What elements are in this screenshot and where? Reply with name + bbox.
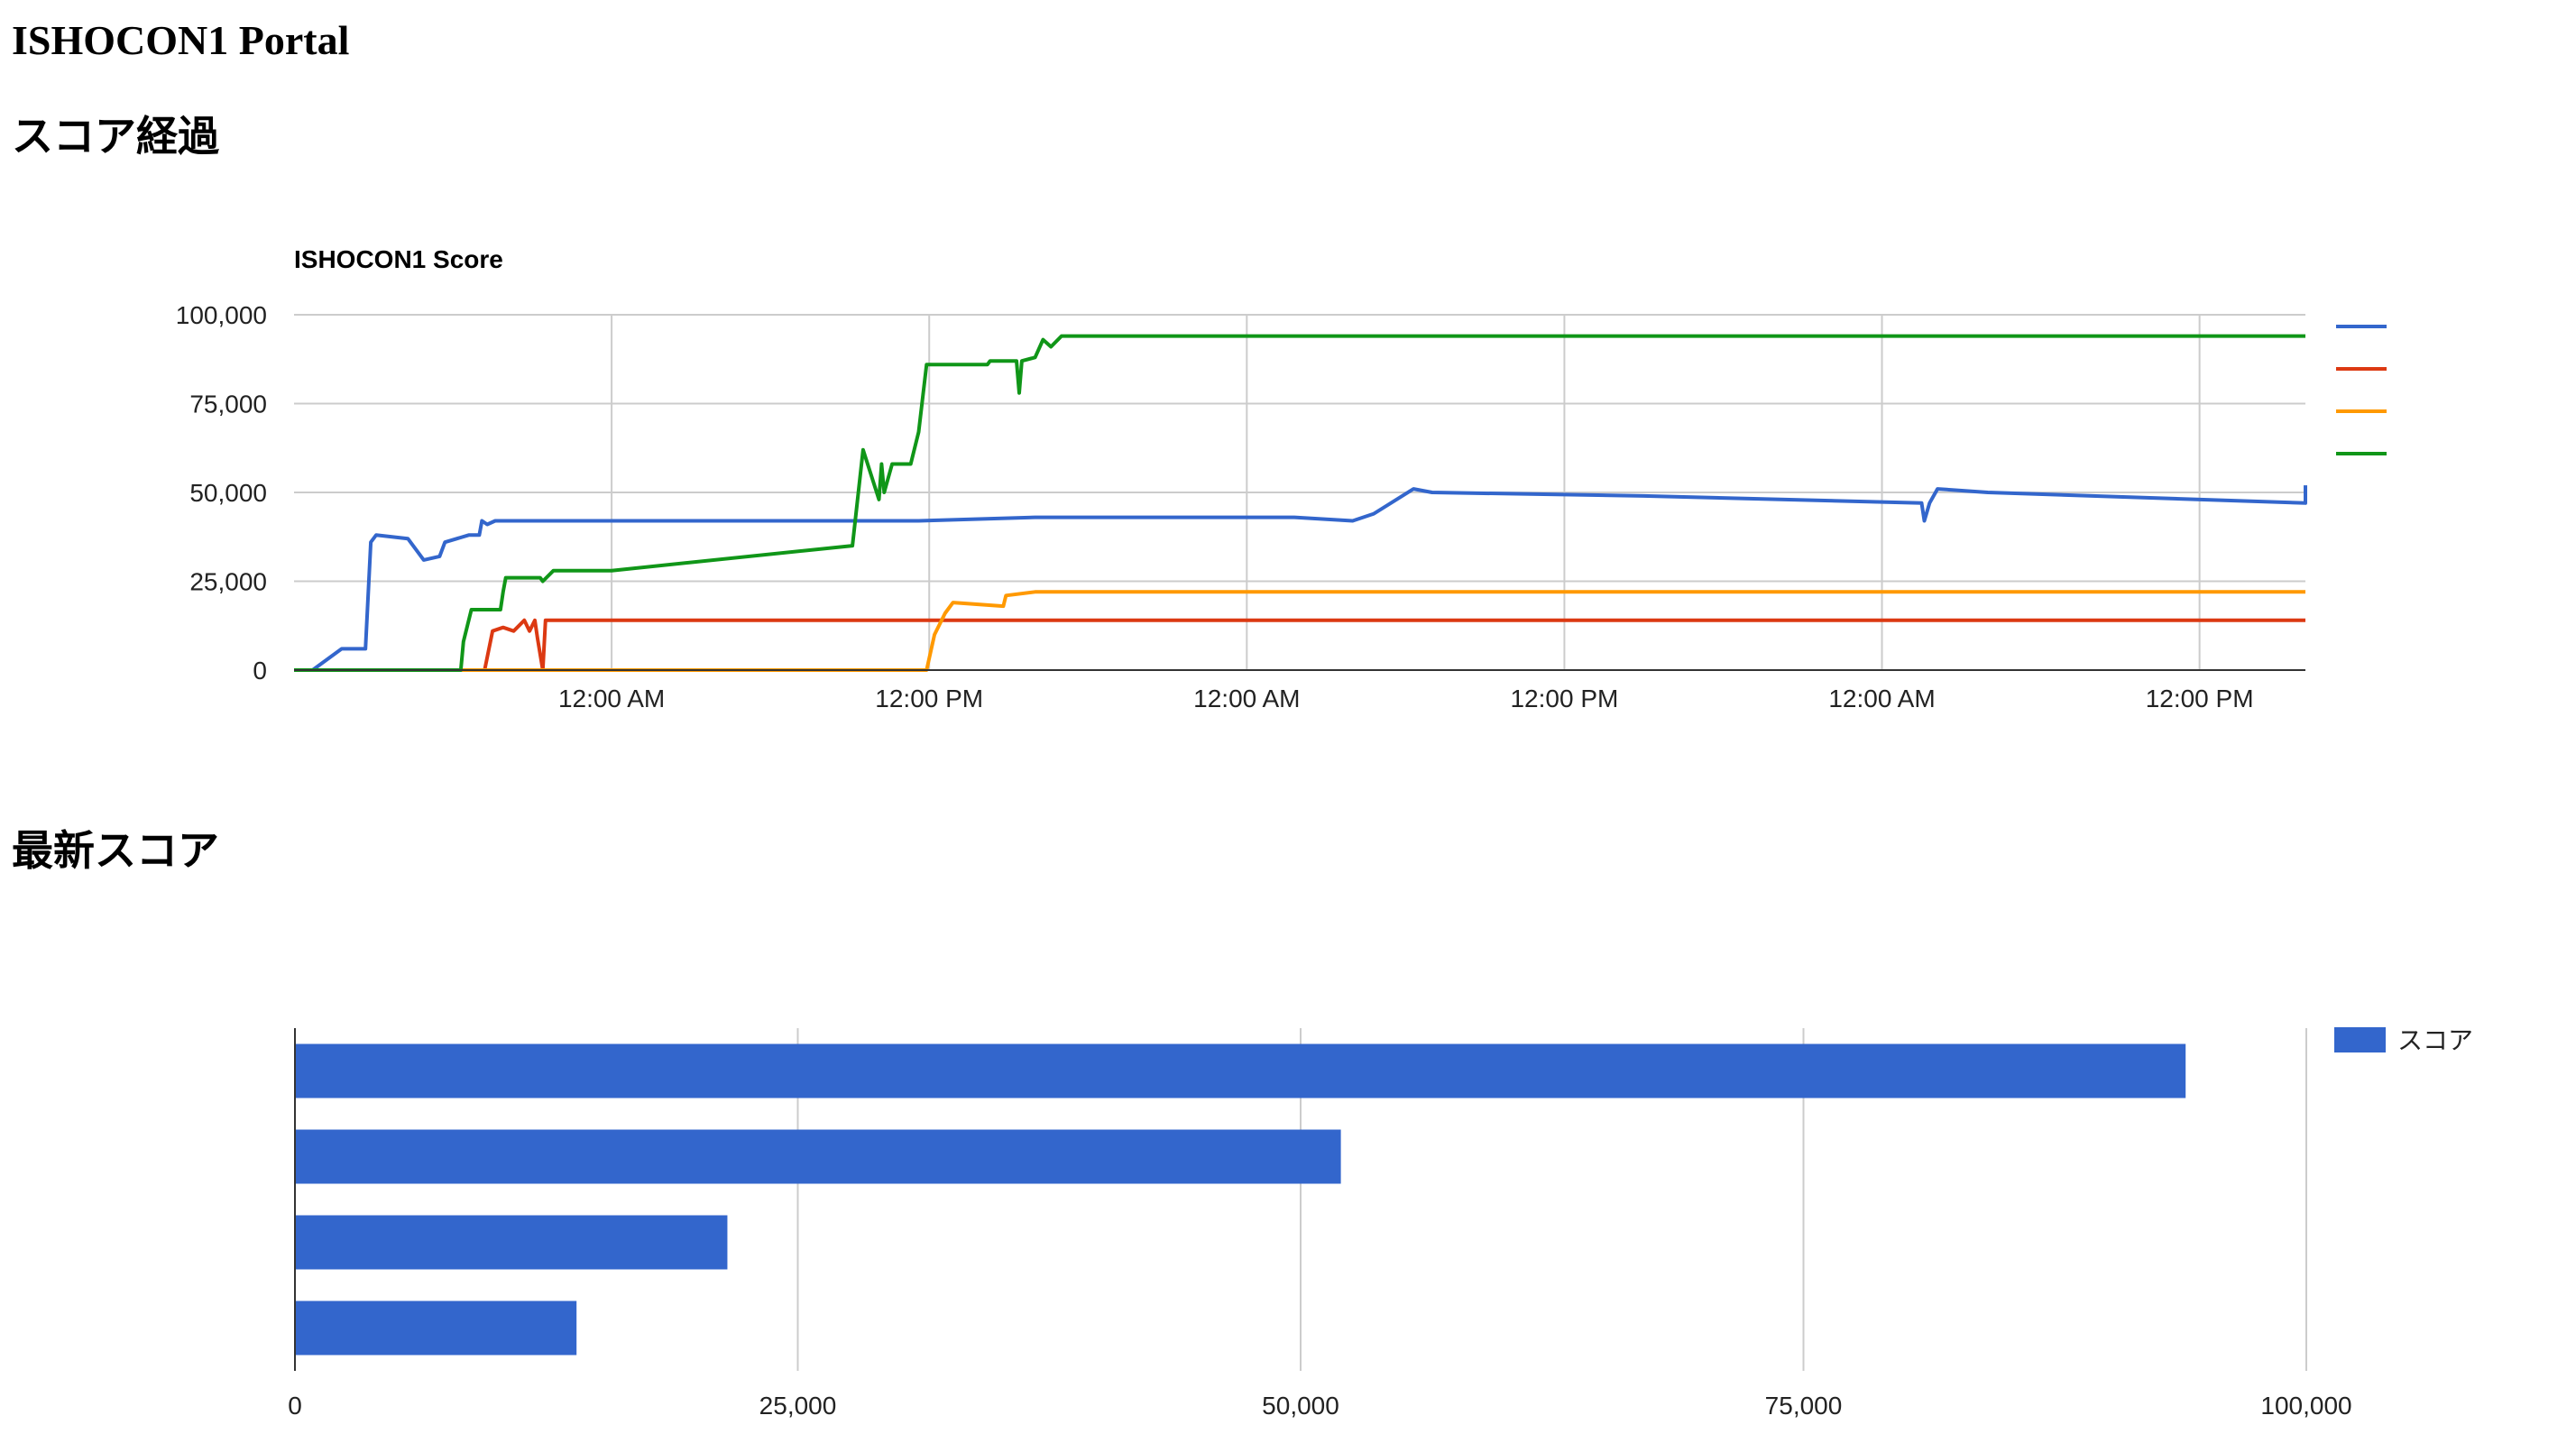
page-title: ISHOCON1 Portal <box>12 17 350 63</box>
x-tick-label: 100,000 <box>2260 1392 2351 1420</box>
chart-title: ISHOCON1 Score <box>294 245 503 273</box>
series-line-3 <box>294 590 2305 672</box>
x-tick-label: 12:00 PM <box>875 685 983 712</box>
y-tick-label: 50,000 <box>189 479 267 507</box>
x-tick-label: 12:00 PM <box>1510 685 1618 712</box>
y-tick-label: 100,000 <box>176 301 267 329</box>
latest-score-chart: 0 25,000 50,000 75,000 100,000 スコア <box>288 1025 2473 1420</box>
legend-label: スコア <box>2397 1025 2473 1055</box>
x-tick-label: 12:00 AM <box>1828 685 1935 712</box>
series-line-2 <box>468 618 2305 672</box>
score-bar-1 <box>295 1043 2186 1098</box>
x-tick-label: 0 <box>288 1392 302 1420</box>
score-history-chart: ISHOCON1 Score 0 25,000 50,000 75,000 100,00… <box>176 245 2387 712</box>
y-tick-label: 75,000 <box>189 391 267 418</box>
x-tick-label: 25,000 <box>759 1392 837 1420</box>
x-tick-label: 12:00 PM <box>2146 685 2254 712</box>
score-bar-2 <box>295 1129 1341 1184</box>
latest-score-heading: 最新スコア <box>12 826 219 875</box>
y-tick-label: 0 <box>253 657 267 685</box>
score-bar-3 <box>295 1215 728 1270</box>
x-tick-label: 12:00 AM <box>558 685 665 712</box>
y-tick-label: 25,000 <box>189 568 267 596</box>
x-tick-label: 75,000 <box>1765 1392 1843 1420</box>
x-tick-label: 12:00 AM <box>1193 685 1300 712</box>
score-bar-4 <box>295 1301 577 1356</box>
legend-swatch <box>2334 1027 2386 1052</box>
series-line-4 <box>294 334 2305 672</box>
series-line-1 <box>294 485 2307 672</box>
x-tick-label: 50,000 <box>1262 1392 1339 1420</box>
score-history-heading: スコア経過 <box>12 112 219 161</box>
